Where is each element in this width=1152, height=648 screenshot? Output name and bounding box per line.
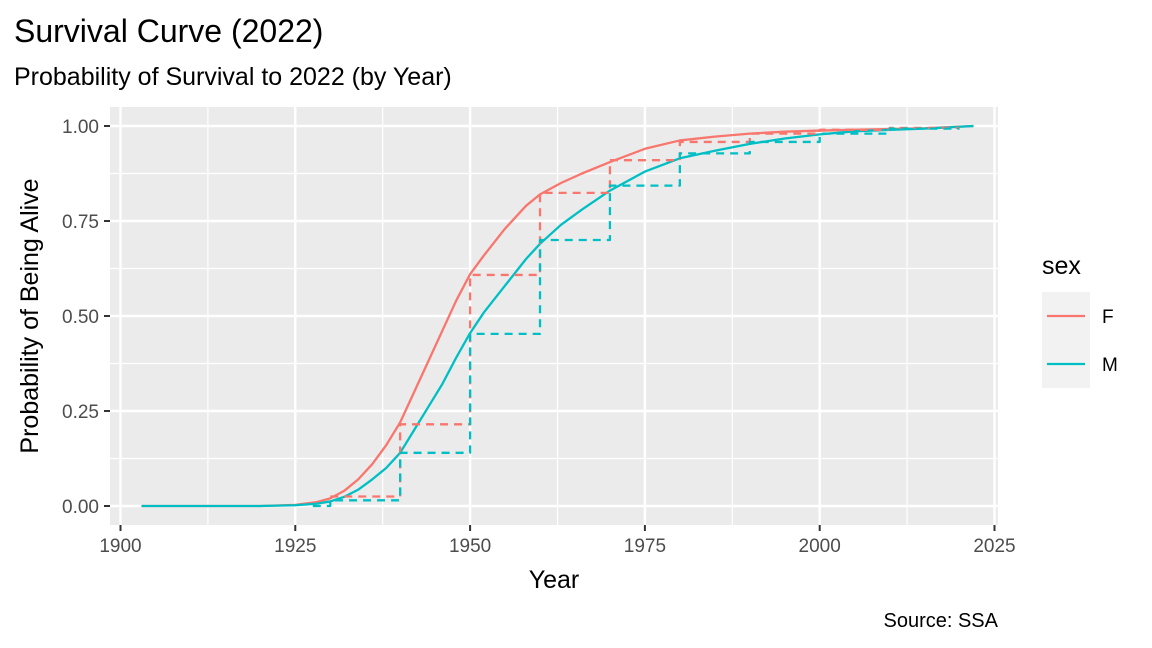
chart-title: Survival Curve (2022) — [14, 13, 323, 49]
x-tick-label: 1900 — [99, 536, 141, 557]
x-tick-label: 1925 — [274, 536, 316, 557]
y-tick-label: 1.00 — [62, 117, 99, 138]
series-line-m-dashed — [312, 127, 960, 508]
caption: Source: SSA — [883, 610, 998, 632]
legend: sex F M — [1042, 252, 1118, 388]
series-layer — [141, 124, 974, 508]
legend-label-m: M — [1102, 355, 1118, 376]
chart-subtitle: Probability of Survival to 2022 (by Year… — [14, 63, 452, 91]
y-tick-label: 0.00 — [62, 497, 99, 518]
y-axis: 0.00 0.25 0.50 0.75 1.00 — [62, 117, 110, 518]
x-tick-label: 2000 — [799, 536, 841, 557]
series-line-m-solid — [141, 124, 974, 508]
x-axis-title: Year — [529, 566, 580, 594]
x-tick-label: 1950 — [449, 536, 491, 557]
y-tick-label: 0.25 — [62, 402, 99, 423]
legend-label-f: F — [1102, 307, 1114, 328]
x-tick-label: 2025 — [973, 536, 1015, 557]
y-axis-title: Probability of Being Alive — [16, 178, 44, 453]
y-tick-label: 0.75 — [62, 212, 99, 233]
x-tick-label: 1975 — [624, 536, 666, 557]
x-axis: 1900 1925 1950 1975 2000 2025 — [99, 525, 1016, 557]
y-tick-label: 0.50 — [62, 307, 99, 328]
series-line-f-dashed — [330, 126, 960, 498]
legend-title: sex — [1042, 252, 1081, 280]
